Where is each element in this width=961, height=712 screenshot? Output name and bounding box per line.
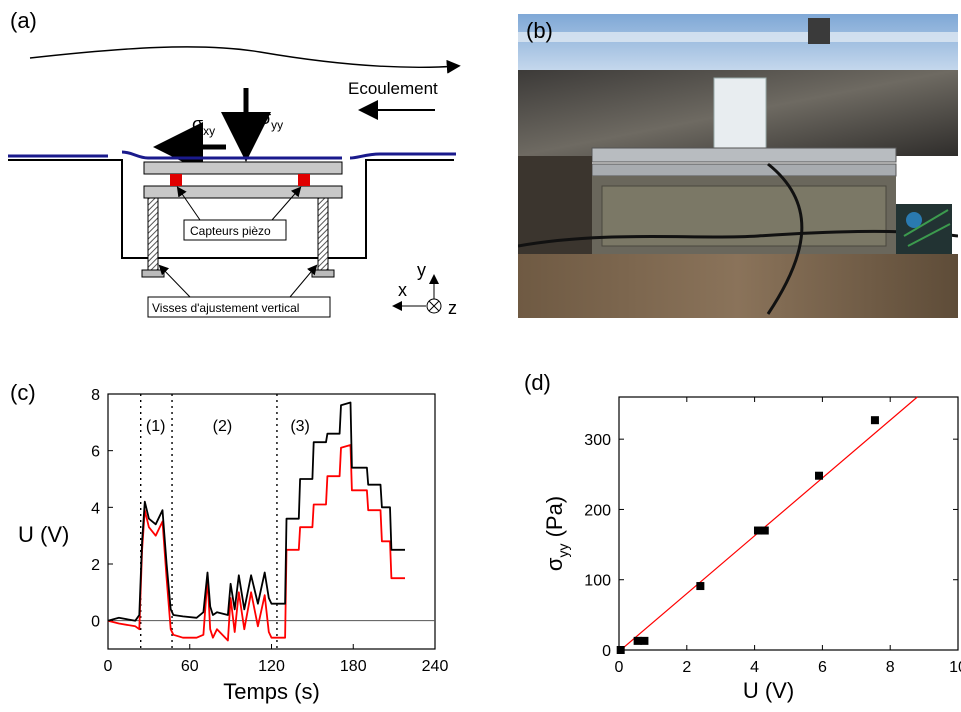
calibration-chart: 02468100100200300σyy (Pa)U (V) [542, 396, 961, 703]
y-tick-label: 4 [91, 500, 100, 517]
data-point [696, 582, 705, 591]
channel-wall [8, 159, 454, 259]
panel-c-label: (c) [10, 380, 36, 405]
x-tick-label: 4 [750, 659, 759, 676]
x-axis-label: U (V) [743, 678, 794, 703]
x-tick-label: 60 [181, 658, 199, 675]
setup-photo: (b) [518, 14, 958, 318]
data-point [633, 636, 642, 645]
x-tick-label: 0 [615, 659, 624, 676]
x-axis-label: Temps (s) [223, 679, 320, 704]
screw-leg-left [147, 197, 159, 271]
axis-x-label: x [398, 280, 407, 300]
sigma-xy-label: σxy [192, 114, 215, 138]
panel-a-label: (a) [10, 8, 37, 33]
piezo-sensor-right [298, 174, 310, 186]
panel-b-label: (b) [526, 18, 553, 43]
top-plate [143, 161, 343, 175]
screw-foot-right [311, 269, 335, 278]
sigma-yy-label: σyy [260, 108, 283, 132]
schematic-diagram: Ecoulement σyy σxy Capteurs pièzo Visses… [8, 46, 461, 318]
x-tick-label: 2 [682, 659, 691, 676]
phase-label: (3) [290, 418, 310, 435]
series-line [107, 401, 405, 622]
piezo-sensor-left [170, 174, 182, 186]
screws-label: Visses d'ajustement vertical [152, 301, 299, 315]
series-line [107, 444, 405, 642]
flow-streamline [29, 46, 461, 74]
y-tick-label: 6 [91, 444, 100, 461]
y-tick-label: 100 [584, 573, 611, 590]
y-axis-label: U (V) [18, 522, 69, 547]
data-point [760, 526, 769, 535]
phase-label: (1) [146, 418, 166, 435]
y-tick-label: 300 [584, 432, 611, 449]
bottom-plate [143, 185, 343, 199]
x-tick-label: 8 [886, 659, 895, 676]
y-tick-label: 0 [602, 643, 611, 660]
x-tick-label: 240 [422, 658, 449, 675]
fit-line [618, 396, 918, 652]
voltage-time-chart: 0 60 120 180 240 0 2 4 6 8 (1) (2) (3) U (V) Temps (s) [18, 387, 449, 704]
data-point [640, 636, 649, 645]
y-tick-label: 0 [91, 614, 100, 631]
flow-label: Ecoulement [348, 79, 438, 98]
sensors-label: Capteurs pièzo [190, 224, 271, 238]
water-surface-left [8, 150, 149, 160]
data-point [815, 471, 824, 480]
screw-foot-left [141, 269, 165, 278]
axis-z-label: z [448, 298, 457, 318]
panel-d-label: (d) [524, 370, 551, 395]
x-tick-label: 180 [340, 658, 367, 675]
data-point [753, 526, 762, 535]
data-point [616, 646, 625, 654]
axis-y-label: y [417, 260, 426, 280]
phase-label: (2) [213, 418, 233, 435]
y-tick-label: 2 [91, 557, 100, 574]
x-tick-label: 120 [258, 658, 285, 675]
y-axis-label: σyy (Pa) [542, 496, 571, 571]
data-point [870, 416, 879, 425]
y-tick-label: 200 [584, 502, 611, 519]
screw-leg-right [317, 197, 329, 271]
x-tick-label: 0 [104, 658, 113, 675]
x-tick-label: 6 [818, 659, 827, 676]
plot-frame [618, 396, 959, 651]
y-tick-label: 8 [91, 387, 100, 404]
water-surface-right [148, 152, 456, 160]
x-tick-label: 10 [949, 659, 961, 676]
